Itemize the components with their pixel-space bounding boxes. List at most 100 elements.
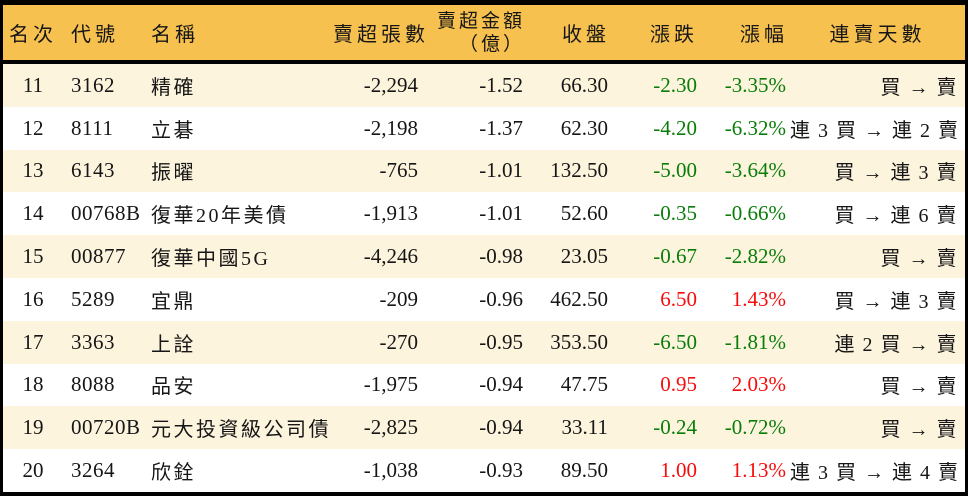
change-cell: -2.30 xyxy=(653,72,697,97)
rank-cell: 14 xyxy=(22,201,44,226)
streak-cell: 買 → 賣 xyxy=(880,376,958,399)
amount-cell: -1.01 xyxy=(479,158,523,183)
streak-cell: 買 → 連 3 賣 xyxy=(834,162,958,185)
table-row: 15 00877 復華中國5G -4,246 -0.98 23.05 -0.67… xyxy=(3,235,965,278)
change-cell: -6.50 xyxy=(653,329,697,354)
amount-cell: -0.93 xyxy=(479,458,523,483)
name-cell: 宜鼎 xyxy=(151,290,196,313)
streak-cell: 買 → 賣 xyxy=(880,76,958,99)
header-name: 名稱 xyxy=(151,24,199,46)
header-amount-line2: （億） xyxy=(458,33,525,55)
volume-cell: -2,198 xyxy=(363,115,418,140)
header-amount-line1: 賣超金額 xyxy=(436,10,525,32)
close-cell: 132.50 xyxy=(550,158,608,183)
table-row: 13 6143 振曜 -765 -1.01 132.50 -5.00 -3.64… xyxy=(3,149,965,193)
amount-cell: -0.98 xyxy=(479,244,523,269)
streak-cell: 買 → 連 6 賣 xyxy=(834,205,958,228)
pct-cell: -0.66% xyxy=(724,201,786,226)
volume-cell: -1,038 xyxy=(363,458,418,483)
close-cell: 52.60 xyxy=(560,201,608,226)
amount-cell: -1.01 xyxy=(479,201,523,226)
pct-cell: -1.81% xyxy=(724,329,786,354)
header-volume: 賣超張數 xyxy=(333,24,429,46)
name-cell: 上詮 xyxy=(151,333,196,356)
volume-cell: -209 xyxy=(379,286,419,311)
amount-cell: -0.94 xyxy=(479,415,523,440)
close-cell: 66.30 xyxy=(560,72,608,97)
streak-cell: 買 → 連 3 賣 xyxy=(834,290,958,313)
close-cell: 33.11 xyxy=(561,415,608,440)
close-cell: 62.30 xyxy=(560,115,608,140)
rank-cell: 17 xyxy=(22,329,44,354)
table-row: 18 8088 品安 -1,975 -0.94 47.75 0.95 2.03%… xyxy=(3,363,965,407)
rank-cell: 16 xyxy=(22,286,44,311)
streak-cell: 連 2 買 → 賣 xyxy=(834,333,958,356)
streak-cell: 買 → 賣 xyxy=(880,248,958,271)
table-row: 12 8111 立碁 -2,198 -1.37 62.30 -4.20 -6.3… xyxy=(3,106,965,150)
name-cell: 欣銓 xyxy=(151,462,196,485)
volume-cell: -1,913 xyxy=(363,201,418,226)
close-cell: 353.50 xyxy=(550,329,608,354)
name-cell: 元大投資級公司債 xyxy=(151,419,331,442)
table-body: 11 3162 精確 -2,294 -1.52 66.30 -2.30 -3.3… xyxy=(3,62,965,492)
rank-cell: 20 xyxy=(22,458,44,483)
rank-cell: 12 xyxy=(22,115,44,140)
header-amount: 賣超金額 （億） xyxy=(422,5,527,62)
pct-cell: -0.72% xyxy=(724,415,786,440)
pct-cell: 1.43% xyxy=(731,286,786,311)
header-change: 漲跌 xyxy=(650,24,698,46)
header-rank: 名次 xyxy=(9,24,57,46)
table-row: 20 3264 欣銓 -1,038 -0.93 89.50 1.00 1.13%… xyxy=(3,449,965,492)
streak-cell: 連 3 買 → 連 4 賣 xyxy=(790,462,960,485)
code-cell: 00720B xyxy=(71,415,141,440)
pct-cell: -2.82% xyxy=(724,244,786,269)
change-cell: -0.35 xyxy=(653,201,697,226)
pct-cell: -6.32% xyxy=(724,115,786,140)
volume-cell: -270 xyxy=(379,329,419,354)
volume-cell: -2,294 xyxy=(363,72,418,97)
change-cell: 6.50 xyxy=(660,286,697,311)
code-cell: 6143 xyxy=(71,158,115,183)
amount-cell: -1.52 xyxy=(479,72,523,97)
header-close: 收盤 xyxy=(562,24,610,46)
pct-cell: 2.03% xyxy=(731,372,786,397)
header-row: 名次 代號 名稱 賣超張數 賣超金額 （億） 收盤 漲跌 漲幅 連賣天數 xyxy=(3,5,965,62)
volume-cell: -1,975 xyxy=(363,372,418,397)
code-cell: 5289 xyxy=(71,286,115,311)
change-cell: -4.20 xyxy=(653,115,697,140)
header-streak: 連賣天數 xyxy=(829,24,926,46)
header-code: 代號 xyxy=(71,24,119,46)
rank-cell: 18 xyxy=(22,372,44,397)
code-cell: 00768B xyxy=(71,201,141,226)
close-cell: 462.50 xyxy=(550,286,608,311)
code-cell: 3363 xyxy=(71,329,115,354)
volume-cell: -4,246 xyxy=(363,244,418,269)
table-row: 16 5289 宜鼎 -209 -0.96 462.50 6.50 1.43% … xyxy=(3,277,965,321)
name-cell: 復華中國5G xyxy=(151,248,271,271)
table-row: 19 00720B 元大投資級公司債 -2,825 -0.94 33.11 -0… xyxy=(3,406,965,450)
change-cell: -0.67 xyxy=(653,244,697,269)
change-cell: 1.00 xyxy=(660,458,697,483)
amount-cell: -0.95 xyxy=(479,329,523,354)
rank-cell: 13 xyxy=(22,158,44,183)
code-cell: 8111 xyxy=(71,115,114,140)
close-cell: 47.75 xyxy=(560,372,608,397)
name-cell: 精確 xyxy=(151,76,196,99)
pct-cell: 1.13% xyxy=(731,458,786,483)
amount-cell: -0.94 xyxy=(479,372,523,397)
name-cell: 振曜 xyxy=(151,162,196,185)
streak-cell: 買 → 賣 xyxy=(880,419,958,442)
streak-cell: 連 3 買 → 連 2 賣 xyxy=(790,119,960,142)
change-cell: -0.24 xyxy=(653,415,697,440)
name-cell: 品安 xyxy=(151,376,196,399)
change-cell: -5.00 xyxy=(653,158,697,183)
amount-cell: -1.37 xyxy=(479,115,523,140)
rank-cell: 19 xyxy=(22,415,44,440)
rank-cell: 15 xyxy=(22,244,44,269)
amount-cell: -0.96 xyxy=(479,286,523,311)
code-cell: 00877 xyxy=(71,244,126,269)
rank-cell: 11 xyxy=(22,72,44,97)
sell-ranking-table: 名次 代號 名稱 賣超張數 賣超金額 （億） 收盤 漲跌 漲幅 連賣天數 11 … xyxy=(3,5,965,492)
header-pct: 漲幅 xyxy=(740,24,788,46)
pct-cell: -3.64% xyxy=(724,158,786,183)
